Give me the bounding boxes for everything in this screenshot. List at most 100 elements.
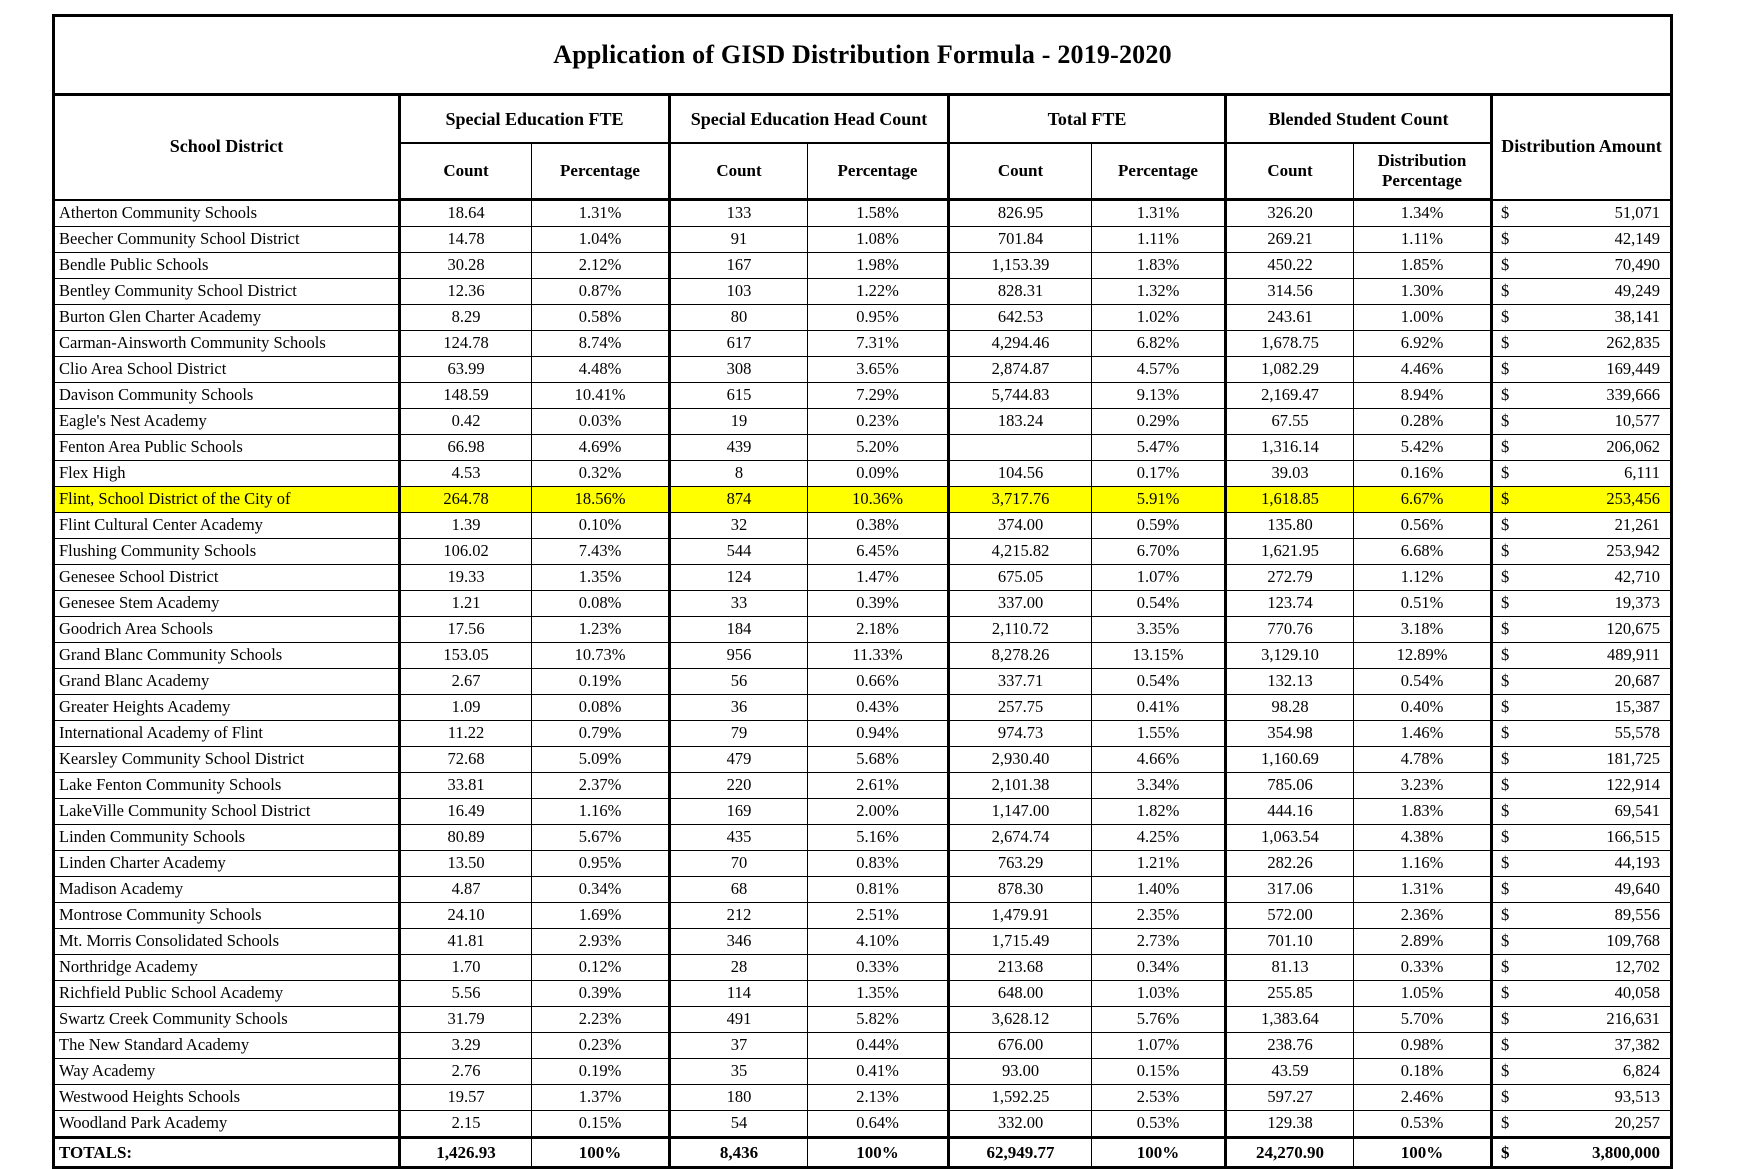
value-cell: 1.05% bbox=[1353, 980, 1492, 1007]
district-name: Burton Glen Charter Academy bbox=[53, 304, 400, 331]
district-name: Richfield Public School Academy bbox=[53, 980, 400, 1007]
value-cell: 1.04% bbox=[531, 226, 670, 253]
value-cell: 13.15% bbox=[1091, 642, 1226, 669]
distribution-amount-cell: $42,149 bbox=[1489, 226, 1673, 253]
value-cell: 0.40% bbox=[1353, 694, 1492, 721]
value-cell: 1,592.25 bbox=[947, 1084, 1092, 1111]
amount-value: 51,071 bbox=[1614, 203, 1661, 222]
value-cell: 0.19% bbox=[531, 668, 670, 695]
value-cell: 1,426.93 bbox=[398, 1136, 532, 1168]
distribution-amount-cell: $166,515 bbox=[1489, 824, 1673, 851]
group-header-special-education-fte: Special Education FTE bbox=[398, 94, 670, 144]
value-cell: 0.87% bbox=[531, 278, 670, 305]
value-cell: 255.85 bbox=[1224, 980, 1354, 1007]
value-cell: 0.09% bbox=[807, 460, 949, 487]
value-cell: 1.34% bbox=[1353, 199, 1492, 227]
currency-symbol: $ bbox=[1501, 905, 1510, 925]
value-cell: 1.00% bbox=[1353, 304, 1492, 331]
value-cell: 956 bbox=[668, 642, 808, 669]
district-name: LakeVille Community School District bbox=[53, 798, 400, 825]
table-row: Beecher Community School District 14.78 1.… bbox=[53, 226, 1673, 253]
value-cell: 123.74 bbox=[1224, 590, 1354, 617]
value-cell: 4,215.82 bbox=[947, 538, 1092, 565]
group-header-special-education-head-count: Special Education Head Count bbox=[668, 94, 949, 144]
distribution-amount-cell: $169,449 bbox=[1489, 356, 1673, 383]
value-cell: 5.16% bbox=[807, 824, 949, 851]
value-cell: 70 bbox=[668, 850, 808, 877]
amount-value: 489,911 bbox=[1607, 645, 1661, 665]
table-row: Carman-Ainsworth Community Schools 124.78… bbox=[53, 330, 1673, 357]
value-cell: 2.46% bbox=[1353, 1084, 1492, 1111]
value-cell: 62,949.77 bbox=[947, 1136, 1092, 1168]
value-cell: 243.61 bbox=[1224, 304, 1354, 331]
value-cell: 272.79 bbox=[1224, 564, 1354, 591]
value-cell: 4,294.46 bbox=[947, 330, 1092, 357]
currency-symbol: $ bbox=[1501, 281, 1510, 301]
value-cell: 1.16% bbox=[531, 798, 670, 825]
table-row: Madison Academy 4.87 0.34% 68 0.81% 878.30 1.4… bbox=[53, 876, 1673, 903]
value-cell: 213.68 bbox=[947, 954, 1092, 981]
value-cell: 0.58% bbox=[531, 304, 670, 331]
value-cell: 0.95% bbox=[531, 850, 670, 877]
distribution-amount-cell: $120,675 bbox=[1489, 616, 1673, 643]
value-cell: 3.23% bbox=[1353, 772, 1492, 799]
value-cell: 1.31% bbox=[1091, 199, 1226, 227]
value-cell: 0.95% bbox=[807, 304, 949, 331]
district-name: Flint, School District of the City of bbox=[53, 486, 400, 513]
value-cell: 0.83% bbox=[807, 850, 949, 877]
value-cell: 5,744.83 bbox=[947, 382, 1092, 409]
value-cell: 1,479.91 bbox=[947, 902, 1092, 929]
value-cell: 6.45% bbox=[807, 538, 949, 565]
district-name: Flex High bbox=[53, 460, 400, 487]
distribution-amount-cell: $253,942 bbox=[1489, 538, 1673, 565]
currency-symbol: $ bbox=[1501, 749, 1510, 769]
amount-value: 12,702 bbox=[1614, 957, 1661, 977]
currency-symbol: $ bbox=[1501, 671, 1510, 691]
amount-value: 38,141 bbox=[1614, 307, 1661, 327]
value-cell: 0.38% bbox=[807, 512, 949, 539]
value-cell: 5.91% bbox=[1091, 486, 1226, 513]
currency-symbol: $ bbox=[1501, 1113, 1510, 1133]
value-cell: 18.56% bbox=[531, 486, 670, 513]
value-cell: 337.00 bbox=[947, 590, 1092, 617]
value-cell: 1.11% bbox=[1353, 226, 1492, 253]
district-name: Montrose Community Schools bbox=[53, 902, 400, 929]
value-cell: 124.78 bbox=[398, 330, 532, 357]
distribution-amount-cell: $489,911 bbox=[1489, 642, 1673, 669]
value-cell: 314.56 bbox=[1224, 278, 1354, 305]
value-cell: 81.13 bbox=[1224, 954, 1354, 981]
value-cell: 1,618.85 bbox=[1224, 486, 1354, 513]
table-row: Greater Heights Academy 1.09 0.08% 36 0.43% 2… bbox=[53, 694, 1673, 721]
value-cell: 4.48% bbox=[531, 356, 670, 383]
value-cell: 2.12% bbox=[531, 252, 670, 279]
table-row: Kearsley Community School District 72.68 5… bbox=[53, 746, 1673, 773]
value-cell: 12.36 bbox=[398, 278, 532, 305]
value-cell: 54 bbox=[668, 1110, 808, 1138]
amount-value: 166,515 bbox=[1606, 827, 1661, 847]
value-cell: 0.59% bbox=[1091, 512, 1226, 539]
value-cell: 11.33% bbox=[807, 642, 949, 669]
distribution-amount-cell: $40,058 bbox=[1489, 980, 1673, 1007]
distribution-amount-cell: $69,541 bbox=[1489, 798, 1673, 825]
district-name: Clio Area School District bbox=[53, 356, 400, 383]
table-row: Northridge Academy 1.70 0.12% 28 0.33% 213.68… bbox=[53, 954, 1673, 981]
distribution-amount-cell: $109,768 bbox=[1489, 928, 1673, 955]
value-cell: 0.12% bbox=[531, 954, 670, 981]
value-cell: 2.36% bbox=[1353, 902, 1492, 929]
district-name: Northridge Academy bbox=[53, 954, 400, 981]
subheader-blended-count: Count bbox=[1224, 142, 1354, 201]
currency-symbol: $ bbox=[1501, 775, 1510, 795]
value-cell: 2.18% bbox=[807, 616, 949, 643]
amount-value: 10,577 bbox=[1614, 411, 1661, 431]
value-cell: 33 bbox=[668, 590, 808, 617]
value-cell: 100% bbox=[1353, 1136, 1492, 1168]
subheader-sped-fte-percentage: Percentage bbox=[531, 142, 670, 201]
value-cell: 1.16% bbox=[1353, 850, 1492, 877]
value-cell: 212 bbox=[668, 902, 808, 929]
value-cell: 2,101.38 bbox=[947, 772, 1092, 799]
table-row: Burton Glen Charter Academy 8.29 0.58% 80 0.… bbox=[53, 304, 1673, 331]
table-row: Flex High 4.53 0.32% 8 0.09% 104.56 0.17% 39.03… bbox=[53, 460, 1673, 487]
table-row: Flint Cultural Center Academy 1.39 0.10% 32… bbox=[53, 512, 1673, 539]
distribution-amount-cell: $51,071 bbox=[1489, 199, 1673, 227]
value-cell: 317.06 bbox=[1224, 876, 1354, 903]
